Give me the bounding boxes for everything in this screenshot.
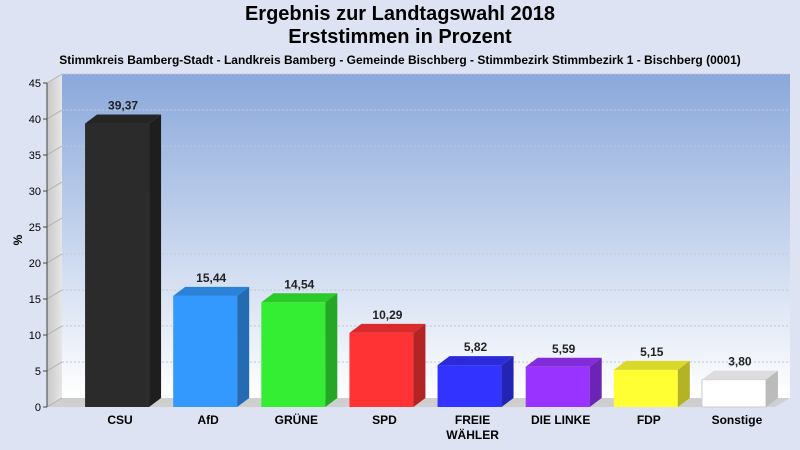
- gridline-diagonal: [46, 73, 63, 84]
- gridline-diagonal: [46, 325, 63, 336]
- bar-group: 10,29: [349, 308, 426, 407]
- bar-side: [237, 286, 250, 407]
- bar-side: [765, 370, 778, 407]
- bar-top: [349, 323, 426, 333]
- bar-top: [173, 286, 250, 296]
- plot-background: [62, 74, 790, 398]
- y-tick-label: 20: [29, 258, 41, 270]
- value-label: 3,80: [728, 355, 752, 369]
- bar-group: 5,82: [437, 340, 514, 407]
- bar-side: [501, 356, 514, 407]
- gridline-diagonal: [46, 253, 63, 264]
- bar-group: 5,15: [613, 345, 690, 407]
- bar-group: 14,54: [261, 277, 338, 407]
- gridline-diagonal: [46, 109, 63, 120]
- category-label: DIE LINKE: [531, 413, 590, 427]
- y-tick-label: 30: [29, 186, 41, 198]
- value-label: 5,82: [464, 340, 488, 354]
- y-tick-label: 5: [35, 366, 41, 378]
- category-label: FDP: [637, 413, 661, 427]
- category-label: CSU: [107, 413, 132, 427]
- bar: [261, 302, 326, 407]
- plot-left-wall: [47, 74, 62, 407]
- gridline-diagonal: [46, 397, 63, 408]
- y-tick-label: 10: [29, 330, 41, 342]
- category-label: WÄHLER: [446, 427, 499, 442]
- bar-side: [413, 323, 426, 407]
- bar-top: [85, 114, 162, 124]
- bar: [437, 365, 502, 407]
- y-tick-label: 25: [29, 222, 41, 234]
- y-axis: 0 5 10 15 20 25 30 35 40 45: [29, 78, 48, 414]
- y-tick-label: 0: [35, 402, 41, 414]
- chart-subtitle: Erststimmen in Prozent: [288, 26, 512, 48]
- y-tick-label: 15: [29, 294, 41, 306]
- y-axis-label: %: [11, 234, 25, 245]
- bar-side: [589, 357, 602, 407]
- category-label: Sonstige: [712, 413, 763, 427]
- bars: 39,37 15,44 14,54 10,29 5,82 5,59 5,15 3,80: [85, 99, 778, 408]
- bar-group: 15,44: [173, 271, 250, 407]
- value-label: 15,44: [196, 271, 226, 285]
- gridline-diagonal: [46, 181, 63, 192]
- bar-top: [437, 356, 514, 366]
- bar-group: 39,37: [85, 99, 162, 407]
- bar: [701, 379, 767, 408]
- bar-top: [525, 357, 602, 367]
- chart-title: Ergebnis zur Landtagswahl 2018: [244, 3, 556, 25]
- bar-side: [149, 114, 162, 407]
- bar-top: [701, 370, 778, 380]
- bar-group: 3,80: [701, 355, 778, 408]
- bar: [173, 295, 238, 407]
- bar: [613, 369, 678, 407]
- gridline-diagonal: [46, 145, 63, 156]
- y-tick-label: 40: [29, 114, 41, 126]
- y-tick-label: 35: [29, 150, 41, 162]
- value-label: 39,37: [108, 99, 138, 113]
- chart-caption: Stimmkreis Bamberg-Stadt - Landkreis Bam…: [59, 53, 741, 67]
- bar-side: [325, 293, 338, 407]
- bar: [349, 332, 414, 407]
- bar-top: [261, 293, 338, 303]
- gridline-diagonal: [46, 361, 63, 372]
- category-label: SPD: [372, 413, 397, 427]
- y-tick-label: 45: [29, 78, 41, 90]
- value-label: 5,59: [552, 342, 576, 356]
- value-label: 5,15: [640, 345, 664, 359]
- category-label: AfD: [198, 413, 220, 427]
- category-label: GRÜNE: [275, 412, 318, 427]
- bar: [525, 366, 590, 407]
- bar-group: 5,59: [525, 342, 602, 407]
- value-label: 10,29: [372, 308, 402, 322]
- bar-top: [613, 360, 690, 370]
- value-label: 14,54: [284, 277, 314, 291]
- category-label: FREIE: [455, 413, 490, 427]
- bar: [85, 123, 150, 407]
- gridline-diagonal: [46, 289, 63, 300]
- bar-side: [677, 360, 690, 407]
- gridline-diagonal: [46, 217, 63, 228]
